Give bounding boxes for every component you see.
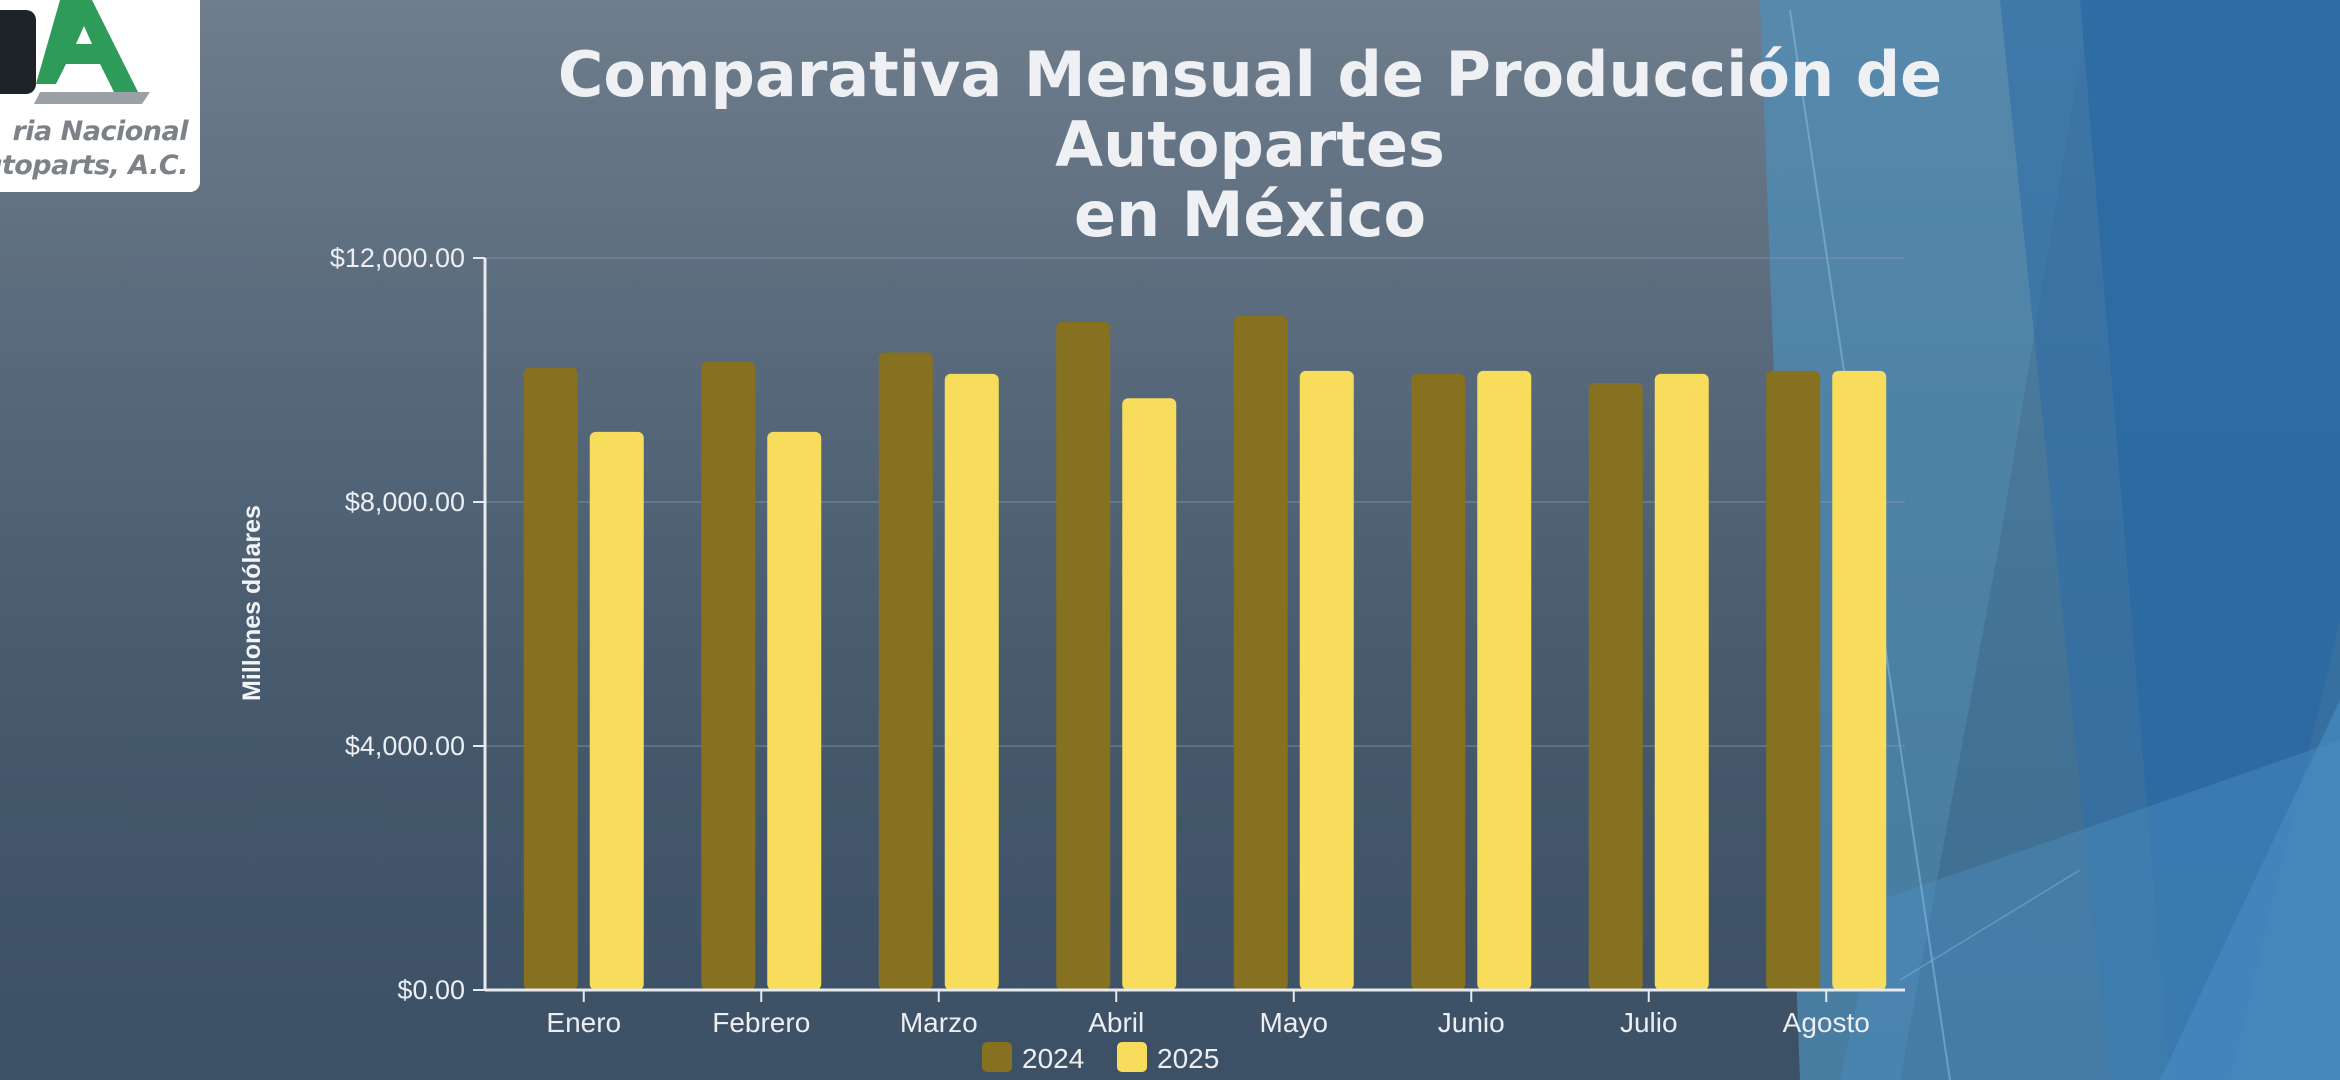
x-tick-label: Enero xyxy=(546,1007,621,1038)
y-tick-label: $0.00 xyxy=(397,975,465,1005)
logo: ria Nacional utoparts, A.C. xyxy=(0,0,200,192)
y-tick-labels: $0.00 $4,000.00 $8,000.00 $12,000.00 xyxy=(330,243,465,1005)
legend-label: 2025 xyxy=(1157,1043,1219,1074)
logo-text-line1: ria Nacional xyxy=(12,116,188,147)
x-tick-label: Mayo xyxy=(1260,1007,1328,1038)
bar-2024-abril xyxy=(1056,322,1111,990)
bar-2024-junio xyxy=(1411,373,1466,990)
bar-2025-agosto xyxy=(1832,370,1887,991)
x-tick-label: Febrero xyxy=(712,1007,810,1038)
legend-swatch-2024 xyxy=(982,1042,1012,1072)
y-tick-label: $8,000.00 xyxy=(345,487,465,517)
x-tick-label: Junio xyxy=(1438,1007,1505,1038)
axes xyxy=(473,257,1905,1002)
y-tick-label: $12,000.00 xyxy=(330,243,465,273)
x-tick-labels: Enero Febrero Marzo Abril Mayo Junio Julio Agos… xyxy=(546,1007,1869,1038)
x-tick-label: Abril xyxy=(1088,1007,1144,1038)
bar-2024-marzo xyxy=(878,352,933,990)
bar-2025-enero xyxy=(589,431,644,991)
bar-2025-marzo xyxy=(944,373,999,990)
bar-2024-mayo xyxy=(1233,315,1288,990)
bar-2024-agosto xyxy=(1766,370,1821,991)
bars xyxy=(523,315,1887,991)
bar-2025-febrero xyxy=(767,431,822,991)
logo-dark-square xyxy=(0,10,36,94)
bar-2025-mayo xyxy=(1299,370,1354,991)
legend-swatch-2025 xyxy=(1117,1042,1147,1072)
bar-2025-abril xyxy=(1122,398,1177,990)
x-tick-label: Julio xyxy=(1620,1007,1678,1038)
x-tick-label: Agosto xyxy=(1783,1007,1870,1038)
chart-title-line1: Comparativa Mensual de Producción de Aut… xyxy=(557,38,1943,181)
legend-label: 2024 xyxy=(1022,1043,1084,1074)
y-axis-label: Millones dólares xyxy=(238,505,266,701)
x-tick-label: Marzo xyxy=(900,1007,978,1038)
bar-2024-enero xyxy=(523,367,578,990)
bar-2025-junio xyxy=(1477,370,1532,991)
logo-text-line2: utoparts, A.C. xyxy=(0,150,188,181)
bar-2025-julio xyxy=(1654,373,1709,990)
chart-title: Comparativa Mensual de Producción de Aut… xyxy=(380,40,2120,250)
logo-mark xyxy=(34,0,150,104)
bar-2024-febrero xyxy=(701,361,756,990)
legend: 2024 2025 xyxy=(982,1042,1219,1074)
y-tick-label: $4,000.00 xyxy=(345,731,465,761)
chart-title-line2: en México xyxy=(1073,178,1427,251)
bar-2024-julio xyxy=(1588,383,1643,990)
